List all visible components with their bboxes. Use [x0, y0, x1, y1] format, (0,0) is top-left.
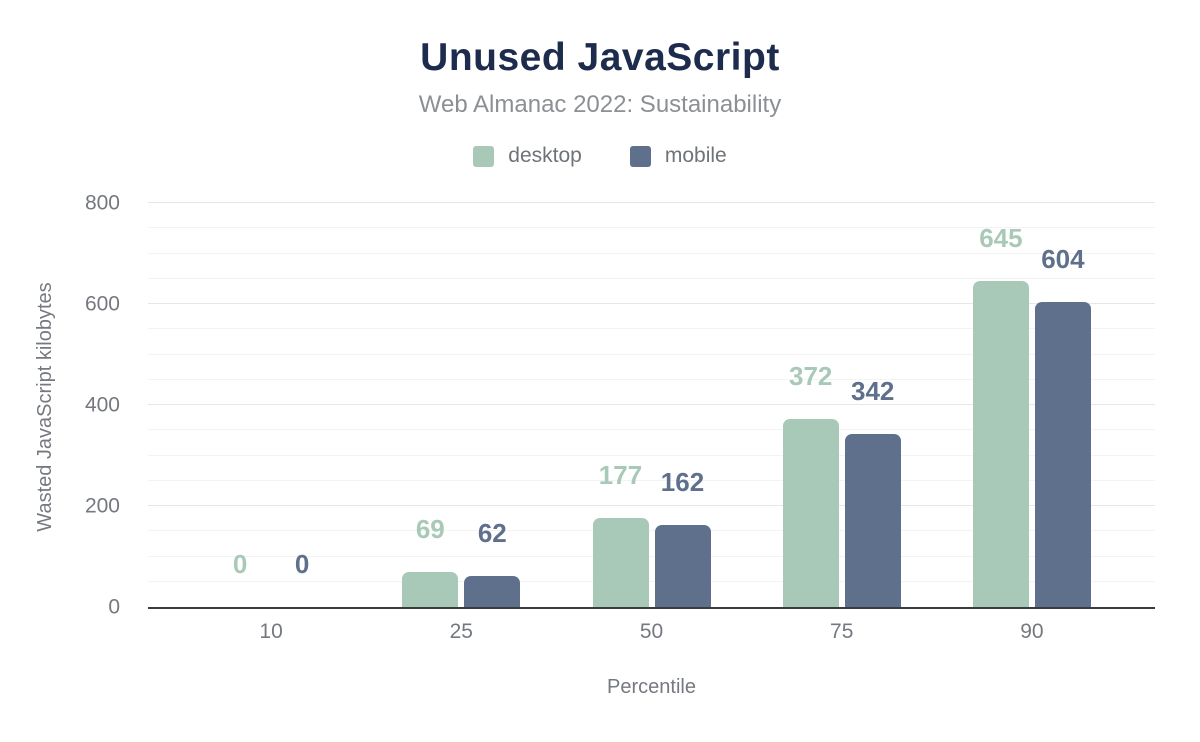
desktop-swatch-icon: [473, 145, 495, 167]
bars-layer: 0 0 69 62 177 162 372 342 645 604: [148, 203, 1155, 607]
x-tick-label: 50: [639, 620, 664, 643]
mobile-value-label: 604: [1041, 243, 1085, 274]
gridline: [148, 252, 1155, 254]
gridline: [148, 404, 1155, 405]
mobile-bar-rect: [844, 434, 901, 607]
desktop-bar-rect: [402, 572, 459, 607]
gridline: [148, 530, 1155, 532]
gridline: [148, 227, 1155, 229]
desktop-bar-p75: 372: [782, 203, 839, 607]
mobile-bar-p50: 162: [654, 203, 711, 607]
bar-group-p25: 69 62: [366, 203, 556, 607]
gridline: [148, 505, 1155, 506]
x-axis-title: Percentile: [607, 676, 696, 698]
gridline: [148, 202, 1155, 203]
legend: desktop mobile: [0, 144, 1200, 168]
x-tick-label: 10: [259, 620, 283, 643]
desktop-value-label: 69: [415, 514, 445, 545]
y-tick-label: 800: [84, 191, 120, 215]
gridline: [148, 479, 1155, 481]
mobile-bar-p25: 62: [464, 203, 521, 607]
gridline: [148, 378, 1155, 380]
x-tick-label: 90: [1020, 620, 1044, 643]
chart-title: Unused JavaScript: [420, 36, 780, 79]
y-tick-label: 0: [108, 595, 120, 619]
bar-group-p75: 372 342: [747, 203, 937, 607]
desktop-bar-p50: 177: [592, 203, 649, 607]
desktop-value-label: 372: [789, 361, 833, 392]
mobile-bar-rect: [654, 525, 711, 607]
mobile-value-label: 342: [851, 376, 895, 407]
gridline: [148, 303, 1155, 304]
desktop-bar-rect: [782, 419, 839, 607]
x-axis-ticks: 10 25 50 75 90: [148, 620, 1155, 644]
desktop-bar-p25: 69: [402, 203, 459, 607]
mobile-bar-p10: 0: [274, 203, 330, 607]
gridline: [148, 353, 1155, 355]
gridline: [148, 429, 1155, 431]
plot-area: 0 0 69 62 177 162 372 342 645 604: [148, 202, 1155, 609]
desktop-bar-p90: 645: [972, 203, 1029, 607]
y-tick-label: 200: [84, 494, 120, 518]
gridline: [148, 555, 1155, 557]
legend-label-desktop: desktop: [508, 144, 582, 167]
desktop-value-label: 0: [232, 549, 248, 579]
mobile-bar-rect: [1034, 301, 1091, 607]
desktop-bar-p10: 0: [212, 203, 268, 607]
mobile-bar-p90: 604: [1034, 203, 1091, 607]
legend-label-mobile: mobile: [664, 144, 727, 167]
gridline: [148, 580, 1155, 582]
desktop-value-label: 177: [598, 459, 643, 490]
gridline: [148, 454, 1155, 456]
y-tick-label: 600: [84, 292, 120, 316]
chart-subtitle: Web Almanac 2022: Sustainability: [418, 91, 782, 118]
mobile-bar-p75: 342: [844, 203, 901, 607]
legend-item-desktop: desktop: [473, 144, 582, 168]
mobile-value-label: 62: [477, 517, 507, 548]
mobile-swatch-icon: [629, 145, 651, 167]
x-tick-label: 75: [830, 620, 854, 643]
x-tick-label: 25: [449, 620, 473, 643]
bar-group-p50: 177 162: [556, 203, 746, 607]
mobile-value-label: 162: [660, 467, 705, 498]
gridline: [148, 328, 1155, 330]
y-axis-ticks: 0 200 400 600 800: [0, 193, 134, 618]
gridline: [148, 277, 1155, 279]
desktop-bar-rect: [592, 517, 649, 607]
desktop-bar-rect: [972, 281, 1029, 607]
mobile-value-label: 0: [294, 549, 310, 579]
bar-group-p90: 645 604: [937, 203, 1127, 607]
legend-item-mobile: mobile: [629, 144, 727, 168]
y-tick-label: 400: [84, 393, 120, 417]
desktop-value-label: 645: [979, 223, 1023, 254]
mobile-bar-rect: [464, 575, 521, 607]
